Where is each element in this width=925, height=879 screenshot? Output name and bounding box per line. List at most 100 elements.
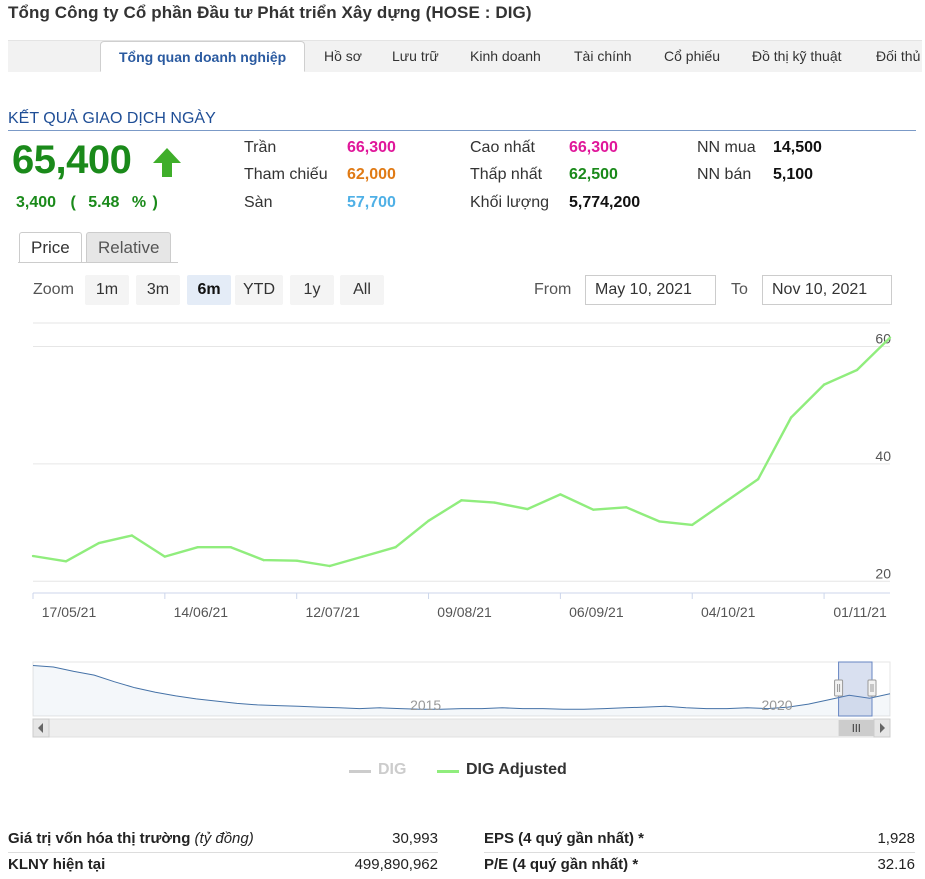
- navigator-handle[interactable]: [834, 679, 844, 697]
- data-point: [196, 546, 200, 549]
- navigator-selection[interactable]: [838, 661, 873, 717]
- tab-overview[interactable]: Tổng quan doanh nghiệp: [100, 41, 306, 72]
- data-point: [789, 416, 793, 419]
- to-label: To: [731, 281, 748, 298]
- chart-tab-divider: [18, 262, 178, 263]
- legend-dig[interactable]: DIG: [378, 761, 407, 778]
- fund-divider-right: [484, 852, 915, 853]
- market-cap-value: 30,993: [392, 830, 438, 847]
- navigator-handle[interactable]: [867, 679, 877, 697]
- x-tick-label: 12/07/21: [305, 604, 360, 620]
- price-series: [31, 336, 892, 568]
- navigator[interactable]: 2015 2020: [0, 660, 925, 740]
- series-line: [32, 336, 891, 568]
- data-point: [625, 506, 628, 509]
- navigator-area: [33, 665, 890, 716]
- change-percent: 5.48: [88, 194, 120, 211]
- tab-stock[interactable]: Cổ phiếu: [664, 48, 721, 64]
- data-point: [31, 554, 35, 558]
- data-point: [723, 500, 727, 504]
- zoom-label: Zoom: [33, 281, 74, 298]
- legend-dig-adjusted[interactable]: DIG Adjusted: [466, 761, 567, 778]
- market-cap-label: Giá trị vốn hóa thị trường (tỷ đồng): [8, 830, 254, 847]
- x-tick-label: 17/05/21: [42, 604, 97, 620]
- x-tick-label: 14/06/21: [174, 604, 229, 620]
- navigator-frame: [32, 661, 891, 717]
- data-point: [427, 519, 430, 523]
- tab-competitors[interactable]: Đối thủ: [876, 48, 921, 64]
- tab-finance[interactable]: Tài chính: [574, 48, 632, 64]
- y-tick-label: 20: [875, 565, 891, 581]
- navigator-year-label: 2015: [410, 697, 441, 713]
- eps-label: EPS (4 quý gần nhất) *: [484, 830, 645, 847]
- data-point: [163, 555, 167, 558]
- price-change: 3,400 ( 5.48 % ): [16, 194, 158, 212]
- company-tabs: Tổng quan doanh nghiệp Hồ sơ Lưu trữ Kin…: [8, 40, 922, 72]
- market-cap-unit: (tỷ đồng): [194, 830, 254, 847]
- data-point: [658, 520, 661, 523]
- zoom-1m-button[interactable]: 1m: [85, 275, 129, 305]
- data-point: [592, 508, 595, 511]
- legend-dig-swatch: [349, 770, 371, 773]
- floor-value: 57,700: [347, 194, 396, 211]
- current-price: 65,400: [12, 138, 132, 182]
- data-point: [822, 383, 826, 386]
- data-point: [855, 368, 859, 372]
- data-point: [888, 336, 892, 339]
- chart-tab-relative[interactable]: Relative: [86, 232, 172, 263]
- eps-value: 1,928: [877, 830, 915, 847]
- x-tick-label: 06/09/21: [569, 604, 624, 620]
- from-date-input[interactable]: May 10, 2021: [585, 275, 716, 305]
- data-point: [64, 560, 68, 563]
- zoom-6m-button[interactable]: 6m: [187, 275, 231, 305]
- up-arrow-icon: [153, 148, 181, 177]
- tab-business[interactable]: Kinh doanh: [470, 48, 541, 64]
- tab-technical-chart[interactable]: Đồ thị kỹ thuật: [752, 48, 842, 64]
- y-tick-label: 40: [875, 448, 891, 464]
- volume-label: Khối lượng: [470, 194, 550, 211]
- y-axis-ticks: 20 40 60: [875, 330, 891, 581]
- tab-archive[interactable]: Lưu trữ: [392, 48, 439, 64]
- zoom-ytd-button[interactable]: YTD: [235, 275, 283, 305]
- foreign-sell-value: 5,100: [773, 166, 814, 183]
- scroll-right-icon: [880, 723, 885, 733]
- data-point: [756, 477, 760, 481]
- foreign-sell-label: NN bán: [697, 166, 752, 183]
- market-cap-label-text: Giá trị vốn hóa thị trường: [8, 830, 191, 847]
- reference-value: 62,000: [347, 166, 396, 183]
- ceiling-label: Trần: [244, 139, 277, 156]
- section-title: KẾT QUẢ GIAO DỊCH NGÀY: [8, 110, 216, 127]
- high-value: 66,300: [569, 139, 618, 156]
- zoom-3m-button[interactable]: 3m: [136, 275, 180, 305]
- data-point: [328, 564, 331, 568]
- fund-divider-left: [8, 852, 438, 853]
- chart-gridlines: [33, 322, 890, 594]
- data-point: [526, 507, 529, 511]
- volume-value: 5,774,200: [569, 194, 641, 211]
- pe-label: P/E (4 quý gần nhất) *: [484, 856, 639, 873]
- tab-profile[interactable]: Hồ sơ: [324, 48, 362, 64]
- legend-dig-adjusted-swatch: [437, 770, 459, 773]
- data-point: [130, 534, 134, 537]
- pe-value: 32.16: [877, 856, 915, 873]
- section-divider: [8, 130, 916, 131]
- to-date-input[interactable]: Nov 10, 2021: [762, 275, 892, 305]
- chart-tab-price[interactable]: Price: [19, 232, 82, 263]
- scrollbar-track[interactable]: [32, 718, 891, 738]
- zoom-all-button[interactable]: All: [340, 275, 384, 305]
- low-value: 62,500: [569, 166, 618, 183]
- data-point: [97, 541, 101, 545]
- shares-label: KLNY hiện tại: [8, 856, 106, 873]
- data-point: [295, 559, 298, 562]
- navigator-body: 2015 2020: [32, 661, 891, 738]
- company-title: Tổng Công ty Cổ phần Đầu tư Phát triển X…: [8, 3, 532, 22]
- data-point: [262, 558, 265, 562]
- change-open-paren: (: [70, 194, 76, 211]
- zoom-1y-button[interactable]: 1y: [290, 275, 334, 305]
- from-label: From: [534, 281, 572, 298]
- reference-label: Tham chiếu: [244, 166, 328, 183]
- foreign-buy-label: NN mua: [697, 139, 756, 156]
- price-chart[interactable]: 20 40 60 17/05/21 14/06/21 12/07/21 09/08/21 0…: [0, 318, 925, 628]
- scroll-left-icon: [38, 723, 43, 733]
- floor-label: Sàn: [244, 194, 273, 211]
